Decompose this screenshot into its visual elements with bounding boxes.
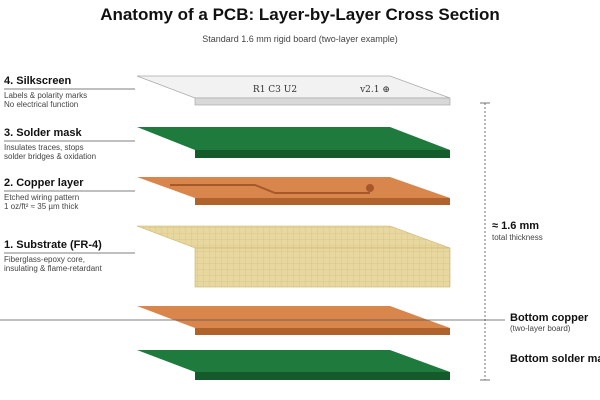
layer-desc: Fiberglass-epoxy core, <box>4 255 85 264</box>
substrate-layer <box>136 225 451 288</box>
layer-title: 4. Silkscreen <box>4 75 72 87</box>
subtitle: Standard 1.6 mm rigid board (two-layer e… <box>202 34 398 44</box>
layer-title: Bottom solder mask <box>510 353 600 365</box>
title: Anatomy of a PCB: Layer-by-Layer Cross S… <box>100 5 500 24</box>
layer-desc: Insulates traces, stops <box>4 143 84 152</box>
thickness-note: total thickness <box>492 233 543 242</box>
layer-desc: solder bridges & oxidation <box>4 152 96 161</box>
layer-desc: (two-layer board) <box>510 324 571 333</box>
bottom-copper-layer <box>137 306 450 335</box>
layer-title: 2. Copper layer <box>4 177 84 189</box>
layer-title: Bottom copper <box>510 312 589 324</box>
thickness-indicator: ≈ 1.6 mm total thickness <box>480 102 543 381</box>
bottom-mask-layer <box>137 350 450 380</box>
layer-desc: Etched wiring pattern <box>4 193 79 202</box>
layer-desc: No electrical function <box>4 100 78 109</box>
silkscreen-layer: R1 C3 U2 v2.1 ⊕ <box>136 75 451 106</box>
layer-desc: insulating & flame-retardant <box>4 264 103 273</box>
silk-mark: v2.1 ⊕ <box>359 85 390 95</box>
thickness-label: ≈ 1.6 mm <box>492 220 539 232</box>
bottom-labels: Bottom copper (two-layer board) Bottom s… <box>0 312 600 365</box>
copper-layer <box>137 177 450 205</box>
solder-mask-layer <box>137 127 450 158</box>
layer-title: 3. Solder mask <box>4 127 83 139</box>
layer-desc: Labels & polarity marks <box>4 91 87 100</box>
layer-desc: 1 oz/ft² ≈ 35 µm thick <box>4 202 79 211</box>
silk-mark: R1 C3 U2 <box>253 85 297 95</box>
labels: 4. Silkscreen Labels & polarity marks No… <box>4 75 135 273</box>
layer-title: 1. Substrate (FR-4) <box>4 239 102 251</box>
